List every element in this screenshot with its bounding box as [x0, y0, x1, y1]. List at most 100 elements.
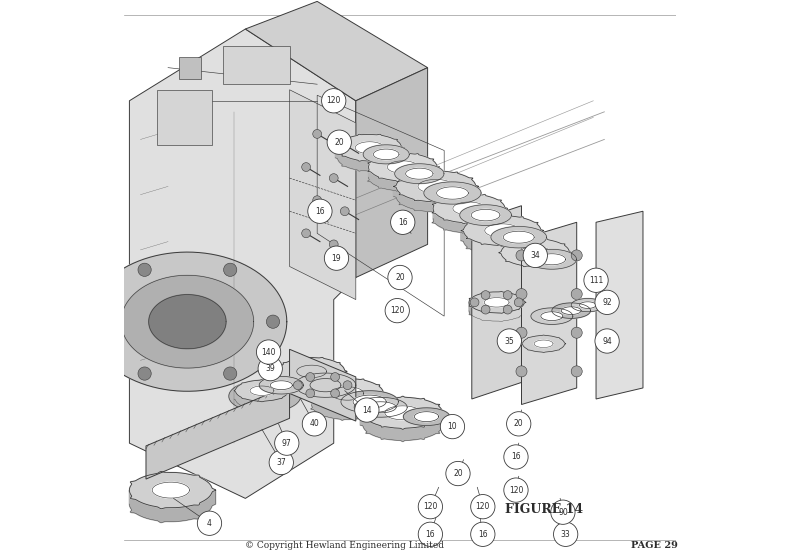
Polygon shape: [259, 376, 303, 394]
Polygon shape: [432, 193, 507, 224]
Polygon shape: [538, 254, 566, 265]
Polygon shape: [461, 230, 543, 256]
Circle shape: [294, 381, 302, 390]
Circle shape: [306, 389, 314, 398]
Polygon shape: [522, 223, 577, 405]
Text: 39: 39: [266, 364, 275, 373]
Polygon shape: [270, 381, 292, 390]
Polygon shape: [472, 206, 522, 399]
Polygon shape: [335, 134, 404, 161]
Circle shape: [516, 289, 527, 300]
Polygon shape: [596, 211, 643, 399]
Polygon shape: [579, 302, 596, 309]
Circle shape: [516, 250, 527, 261]
Polygon shape: [290, 90, 356, 300]
Polygon shape: [531, 308, 573, 325]
Circle shape: [138, 263, 151, 276]
Circle shape: [503, 305, 512, 314]
Polygon shape: [121, 275, 254, 368]
Text: 120: 120: [509, 486, 523, 495]
Circle shape: [584, 268, 608, 292]
Text: 120: 120: [326, 96, 341, 105]
Polygon shape: [571, 299, 604, 312]
Text: © Copyright Hewland Engineering Limited: © Copyright Hewland Engineering Limited: [246, 541, 444, 550]
Circle shape: [446, 461, 470, 486]
Polygon shape: [146, 385, 290, 479]
Circle shape: [327, 130, 351, 154]
Circle shape: [322, 89, 346, 113]
Polygon shape: [295, 373, 356, 397]
Polygon shape: [552, 303, 590, 319]
Circle shape: [324, 246, 349, 270]
Polygon shape: [353, 395, 386, 408]
Text: 120: 120: [390, 306, 405, 315]
Text: 16: 16: [426, 530, 435, 539]
Circle shape: [302, 229, 310, 238]
Polygon shape: [520, 246, 550, 259]
Polygon shape: [414, 412, 438, 422]
Polygon shape: [394, 170, 478, 203]
Text: FIGURE 14: FIGURE 14: [505, 503, 582, 516]
Polygon shape: [234, 391, 290, 410]
Polygon shape: [469, 302, 526, 321]
Circle shape: [266, 315, 280, 329]
Circle shape: [343, 381, 352, 390]
Polygon shape: [491, 226, 546, 248]
Polygon shape: [130, 472, 215, 509]
Text: 33: 33: [561, 530, 570, 539]
Polygon shape: [360, 396, 446, 430]
Circle shape: [514, 298, 523, 307]
Text: 111: 111: [589, 276, 603, 285]
Polygon shape: [484, 297, 509, 307]
Polygon shape: [460, 205, 511, 225]
Circle shape: [308, 199, 332, 223]
Polygon shape: [355, 142, 384, 154]
Polygon shape: [385, 406, 421, 420]
Text: 35: 35: [505, 336, 514, 346]
Text: 20: 20: [453, 469, 462, 478]
Circle shape: [418, 495, 442, 519]
Polygon shape: [354, 397, 407, 417]
Polygon shape: [246, 2, 428, 101]
Circle shape: [440, 415, 465, 439]
Circle shape: [516, 366, 527, 377]
Polygon shape: [363, 145, 410, 164]
Circle shape: [330, 389, 339, 398]
Circle shape: [503, 291, 512, 300]
Circle shape: [571, 250, 582, 261]
Polygon shape: [387, 161, 418, 173]
Polygon shape: [527, 249, 577, 269]
Polygon shape: [394, 186, 478, 213]
Text: 90: 90: [558, 508, 568, 517]
Polygon shape: [437, 187, 468, 199]
Circle shape: [306, 372, 314, 381]
Circle shape: [269, 450, 294, 475]
Text: 4: 4: [207, 519, 212, 528]
Circle shape: [223, 367, 237, 380]
Circle shape: [385, 299, 410, 323]
Polygon shape: [229, 380, 301, 412]
Text: 16: 16: [478, 530, 488, 539]
Circle shape: [340, 140, 349, 149]
Polygon shape: [310, 379, 341, 392]
Circle shape: [330, 372, 339, 381]
Circle shape: [418, 522, 442, 547]
Circle shape: [257, 340, 281, 364]
Circle shape: [95, 315, 109, 329]
Polygon shape: [130, 490, 215, 522]
Circle shape: [595, 329, 619, 353]
Polygon shape: [471, 209, 500, 221]
Polygon shape: [498, 253, 572, 276]
Circle shape: [595, 290, 619, 315]
Circle shape: [470, 298, 479, 307]
Polygon shape: [157, 90, 212, 145]
Polygon shape: [152, 482, 190, 498]
Polygon shape: [418, 179, 454, 193]
Circle shape: [571, 366, 582, 377]
Circle shape: [313, 129, 322, 138]
Polygon shape: [311, 393, 386, 420]
Circle shape: [330, 240, 338, 249]
Text: 20: 20: [334, 138, 344, 147]
Text: PAGE 29: PAGE 29: [630, 541, 678, 550]
Polygon shape: [469, 291, 526, 313]
